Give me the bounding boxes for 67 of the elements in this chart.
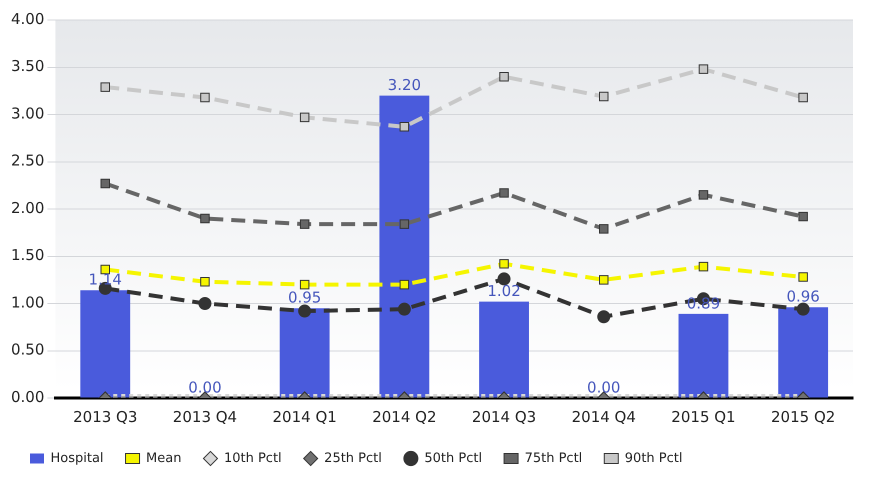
legend-label: Hospital xyxy=(50,450,104,466)
y-tick-label: 2.50 xyxy=(10,152,44,170)
y-tick-label: 1.50 xyxy=(10,246,44,264)
point xyxy=(100,82,110,92)
data-label: 0.96 xyxy=(786,288,820,306)
point xyxy=(597,310,610,324)
point xyxy=(499,188,509,198)
bar xyxy=(479,302,529,398)
data-label: 0.95 xyxy=(288,288,322,307)
point xyxy=(200,92,210,102)
point xyxy=(498,272,511,286)
data-label: 0.00 xyxy=(188,378,222,396)
x-tick-label: 2014 Q1 xyxy=(272,408,337,426)
point xyxy=(499,259,509,269)
x-tick-label: 2014 Q3 xyxy=(472,408,536,426)
point xyxy=(400,122,410,132)
point xyxy=(300,219,310,229)
point xyxy=(398,302,411,316)
y-tick-label: 2.00 xyxy=(10,198,44,217)
point xyxy=(599,92,608,102)
data-label: 0.00 xyxy=(587,378,620,396)
point xyxy=(796,302,810,316)
legend-label: 25th Pctl xyxy=(324,450,382,466)
legend-label: 90th Pctl xyxy=(624,450,683,466)
point xyxy=(499,72,509,82)
x-tick-label: 2013 Q4 xyxy=(172,408,238,426)
legend-label: 75th Pctl xyxy=(524,450,582,466)
point xyxy=(599,224,608,234)
x-tick-label: 2015 Q2 xyxy=(771,408,836,426)
x-tick-label: 2014 Q2 xyxy=(372,408,436,426)
x-tick-label: 2015 Q1 xyxy=(671,408,736,426)
point xyxy=(400,219,410,229)
point xyxy=(100,264,110,274)
point xyxy=(698,262,708,272)
y-tick-label: 0.00 xyxy=(10,388,44,406)
point xyxy=(100,178,110,188)
legend-label: 10th Pctl xyxy=(224,450,282,466)
y-tick-label: 4.00 xyxy=(10,10,44,28)
bar xyxy=(80,290,130,398)
bar xyxy=(778,307,828,398)
point xyxy=(200,214,210,224)
bar xyxy=(280,308,330,398)
y-tick-label: 1.00 xyxy=(10,293,44,312)
point xyxy=(300,280,310,290)
point xyxy=(798,92,808,102)
point xyxy=(198,297,212,310)
point xyxy=(200,277,210,287)
data-label: 1.02 xyxy=(487,282,521,300)
point xyxy=(400,280,410,290)
point xyxy=(599,275,608,285)
point xyxy=(798,212,808,222)
y-tick-label: 0.50 xyxy=(10,340,44,359)
point xyxy=(698,64,708,74)
bar xyxy=(678,314,728,398)
legend-label: 50th Pctl xyxy=(424,450,482,466)
bar xyxy=(379,96,430,398)
data-label: 3.20 xyxy=(388,76,422,94)
point xyxy=(698,190,708,200)
y-tick-label: 3.00 xyxy=(10,104,44,122)
y-tick-label: 3.50 xyxy=(10,57,44,76)
x-tick-label: 2013 Q3 xyxy=(73,408,138,426)
x-tick-label: 2014 Q4 xyxy=(572,408,636,426)
point xyxy=(798,272,808,282)
point xyxy=(300,112,310,122)
data-label: 1.14 xyxy=(88,270,122,289)
legend-label: Mean xyxy=(146,450,182,466)
point xyxy=(298,304,312,318)
